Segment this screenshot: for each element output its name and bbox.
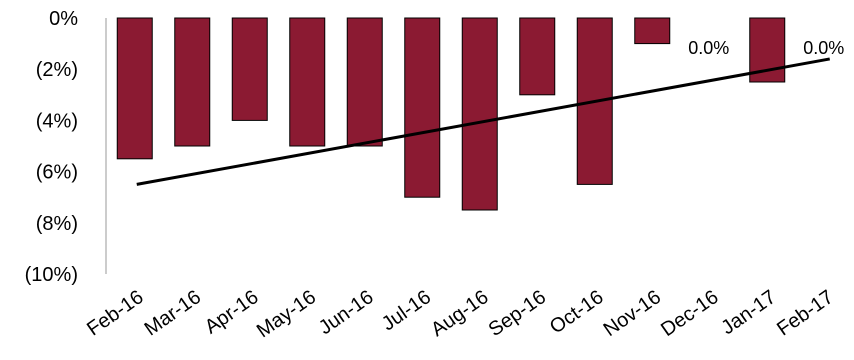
x-tick-label: Apr-16	[201, 286, 263, 338]
bar-nov-16	[634, 17, 671, 45]
y-tick-label: (2%)	[36, 59, 78, 81]
bar-jun-16	[346, 17, 383, 147]
bar-mar-16	[174, 17, 211, 147]
bar-sep-16	[519, 17, 556, 96]
bars	[116, 17, 786, 211]
x-tick-label: Sep-16	[485, 286, 550, 341]
x-tick-label: Jan-17	[717, 286, 780, 339]
x-tick-label: May-16	[253, 286, 320, 342]
trendline	[136, 57, 831, 186]
y-tick-label: (4%)	[36, 110, 78, 132]
x-tick-label: Dec-16	[657, 286, 722, 341]
data-label-dec-16: 0.0%	[688, 38, 729, 58]
bar-apr-16	[231, 17, 268, 121]
y-tick-label: (8%)	[36, 213, 78, 235]
bar-feb-16	[116, 17, 153, 160]
bar-jul-16	[404, 17, 441, 198]
x-tick-label: Nov-16	[600, 286, 665, 341]
y-axis: 0% (2%) (4%) (6%) (8%) (10%)	[25, 8, 107, 286]
x-tick-label: Feb-17	[773, 286, 838, 340]
y-tick-label: 0%	[49, 8, 78, 30]
bar-may-16	[289, 17, 326, 147]
x-tick-label: Jun-16	[315, 286, 378, 339]
y-tick-label: (10%)	[25, 264, 78, 286]
trend-line	[136, 57, 831, 186]
x-tick-label: Oct-16	[546, 286, 608, 338]
x-tick-label: Feb-16	[83, 286, 148, 340]
x-tick-label: Jul-16	[378, 286, 435, 335]
bar-aug-16	[461, 17, 498, 211]
y-tick-label: (6%)	[36, 162, 78, 184]
data-label-feb-17: 0.0%	[803, 38, 844, 58]
x-tick-label: Aug-16	[427, 286, 492, 341]
x-tick-label: Mar-16	[141, 286, 206, 340]
data-labels: 0.0% 0.0%	[688, 38, 844, 58]
